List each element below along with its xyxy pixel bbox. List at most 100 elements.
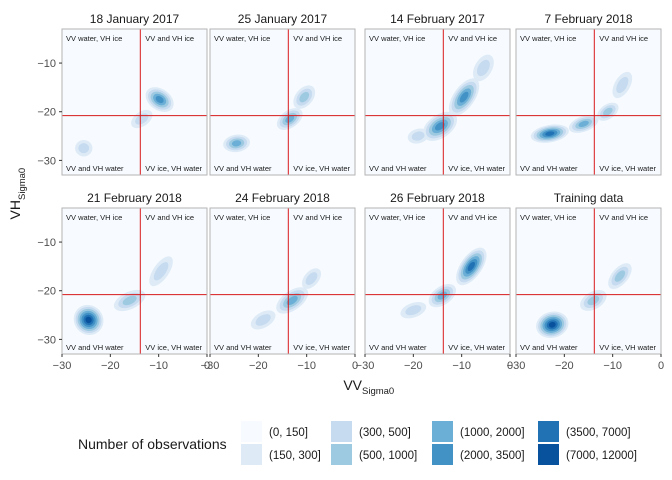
x-tick-label: −30 xyxy=(507,360,526,372)
density-level-2 xyxy=(405,305,422,316)
density-level-3 xyxy=(122,295,137,306)
facet-panel: VV water, VH ice VV and VH ice VV and VH w… xyxy=(364,12,511,176)
legend-label: (500, 1000] xyxy=(359,450,417,462)
quadrant-label-bottom-left: VV and VH water xyxy=(214,343,272,352)
y-tick-label: −20 xyxy=(37,286,56,298)
y-axis-label-subscript: Sigma0 xyxy=(17,168,28,200)
x-tick-label: −30 xyxy=(201,360,220,372)
quadrant-label-top-right: VV and VH ice xyxy=(599,34,648,43)
density-level-5 xyxy=(435,122,445,131)
y-tick-label: −10 xyxy=(37,58,56,70)
panel-border xyxy=(209,207,356,355)
facet-panel: VV water, VH ice VV and VH ice VV and VH w… xyxy=(507,191,664,372)
quadrant-label-bottom-right: VV ice, VH water xyxy=(293,343,350,352)
panel-border xyxy=(61,207,208,355)
x-tick-label: −10 xyxy=(452,360,471,372)
legend-item: (3500, 7000] xyxy=(538,421,631,442)
legend-item: (1000, 2000] xyxy=(432,421,525,442)
facet-panel: VV water, VH ice VV and VH ice VV and VH w… xyxy=(209,12,356,176)
panel-border xyxy=(61,28,208,176)
facet-panel: VV water, VH ice VV and VH ice VV and VH w… xyxy=(37,191,210,372)
legend-title: Number of observations xyxy=(78,436,227,452)
panel-background xyxy=(365,29,510,175)
quadrant-label-bottom-right: VV ice, VH water xyxy=(448,343,505,352)
x-tick-label: 0 xyxy=(658,360,664,372)
quadrant-label-bottom-right: VV ice, VH water xyxy=(145,343,202,352)
density-level-3 xyxy=(299,91,310,103)
legend-label: (7000, 12000] xyxy=(566,450,637,462)
panel-background xyxy=(365,208,510,354)
quadrant-label-bottom-left: VV and VH water xyxy=(369,164,427,173)
density-level-6 xyxy=(545,131,555,136)
x-tick-label: −20 xyxy=(101,360,120,372)
quadrant-label-bottom-right: VV ice, VH water xyxy=(293,164,350,173)
legend-item: (500, 1000] xyxy=(331,444,417,465)
legend-label: (1000, 2000] xyxy=(460,427,525,439)
y-axis-label: VH xyxy=(7,200,23,219)
density-level-4 xyxy=(286,295,298,306)
density-level-2 xyxy=(616,76,629,94)
quadrant-label-top-left: VV water, VH ice xyxy=(214,34,270,43)
legend-label: (300, 500] xyxy=(359,427,411,439)
quadrant-label-bottom-left: VV and VH water xyxy=(66,343,124,352)
facet-title: 21 February 2018 xyxy=(87,191,182,205)
quadrant-label-top-right: VV and VH ice xyxy=(448,213,497,222)
x-tick-label: −20 xyxy=(249,360,268,372)
quadrant-label-top-right: VV and VH ice xyxy=(448,34,497,43)
quadrant-label-top-right: VV and VH ice xyxy=(599,213,648,222)
quadrant-label-top-left: VV water, VH ice xyxy=(369,34,425,43)
quadrant-label-top-left: VV water, VH ice xyxy=(214,213,270,222)
quadrant-label-bottom-right: VV ice, VH water xyxy=(145,164,202,173)
y-axis-title: VH Sigma0 xyxy=(7,168,28,220)
legend-item: (0, 150] xyxy=(241,421,308,442)
facet-panel: VV water, VH ice VV and VH ice VV and VH w… xyxy=(515,12,662,176)
quadrant-label-bottom-left: VV and VH water xyxy=(520,164,578,173)
density-contours xyxy=(407,54,494,144)
panel-border xyxy=(209,28,356,176)
panel-background xyxy=(210,208,355,354)
density-level-2 xyxy=(255,314,271,326)
legend-item: (150, 300] xyxy=(241,444,321,465)
panel-border xyxy=(515,207,662,355)
panel-border xyxy=(515,28,662,176)
quadrant-label-top-left: VV water, VH ice xyxy=(520,213,576,222)
legend-label: (150, 300] xyxy=(269,450,321,462)
density-level-3 xyxy=(614,270,626,282)
density-level-4 xyxy=(578,120,589,128)
facet-title: 18 January 2017 xyxy=(90,12,180,26)
legend-items: (0, 150] (150, 300] (300, 500] (500, 1000] (… xyxy=(241,421,637,465)
legend: Number of observations (0, 150] (150, 300… xyxy=(78,421,637,465)
legend-item: (7000, 12000] xyxy=(538,444,637,465)
x-tick-label: −20 xyxy=(404,360,423,372)
x-tick-label: 0 xyxy=(204,360,210,372)
x-tick-label: −10 xyxy=(603,360,622,372)
legend-swatch xyxy=(432,444,453,465)
density-level-6 xyxy=(467,261,476,271)
facet-title: Training data xyxy=(554,191,624,205)
quadrant-label-top-right: VV and VH ice xyxy=(145,34,194,43)
quadrant-label-top-left: VV water, VH ice xyxy=(66,213,122,222)
x-tick-label: −30 xyxy=(356,360,375,372)
density-contours xyxy=(250,268,322,330)
quadrant-label-bottom-left: VV and VH water xyxy=(520,343,578,352)
panel-background xyxy=(210,29,355,175)
quadrant-label-bottom-left: VV and VH water xyxy=(369,343,427,352)
x-tick-label: 0 xyxy=(352,360,358,372)
panel-border xyxy=(364,28,511,176)
x-tick-label: 0 xyxy=(507,360,513,372)
legend-label: (2000, 3500] xyxy=(460,450,525,462)
legend-item: (300, 500] xyxy=(331,421,411,442)
quadrant-label-bottom-left: VV and VH water xyxy=(66,164,124,173)
density-level-7 xyxy=(548,321,556,328)
facet-panel: VV water, VH ice VV and VH ice VV and VH w… xyxy=(201,191,358,372)
x-axis-label-subscript: Sigma0 xyxy=(362,386,394,397)
density-level-4 xyxy=(285,115,295,123)
x-tick-label: −10 xyxy=(149,360,168,372)
density-level-3 xyxy=(603,107,613,116)
quadrant-label-top-left: VV water, VH ice xyxy=(520,34,576,43)
facet-panel: VV water, VH ice VV and VH ice VV and VH w… xyxy=(37,12,208,176)
density-level-3 xyxy=(587,295,600,306)
quadrant-label-bottom-left: VV and VH water xyxy=(214,164,272,173)
legend-swatch xyxy=(331,444,352,465)
